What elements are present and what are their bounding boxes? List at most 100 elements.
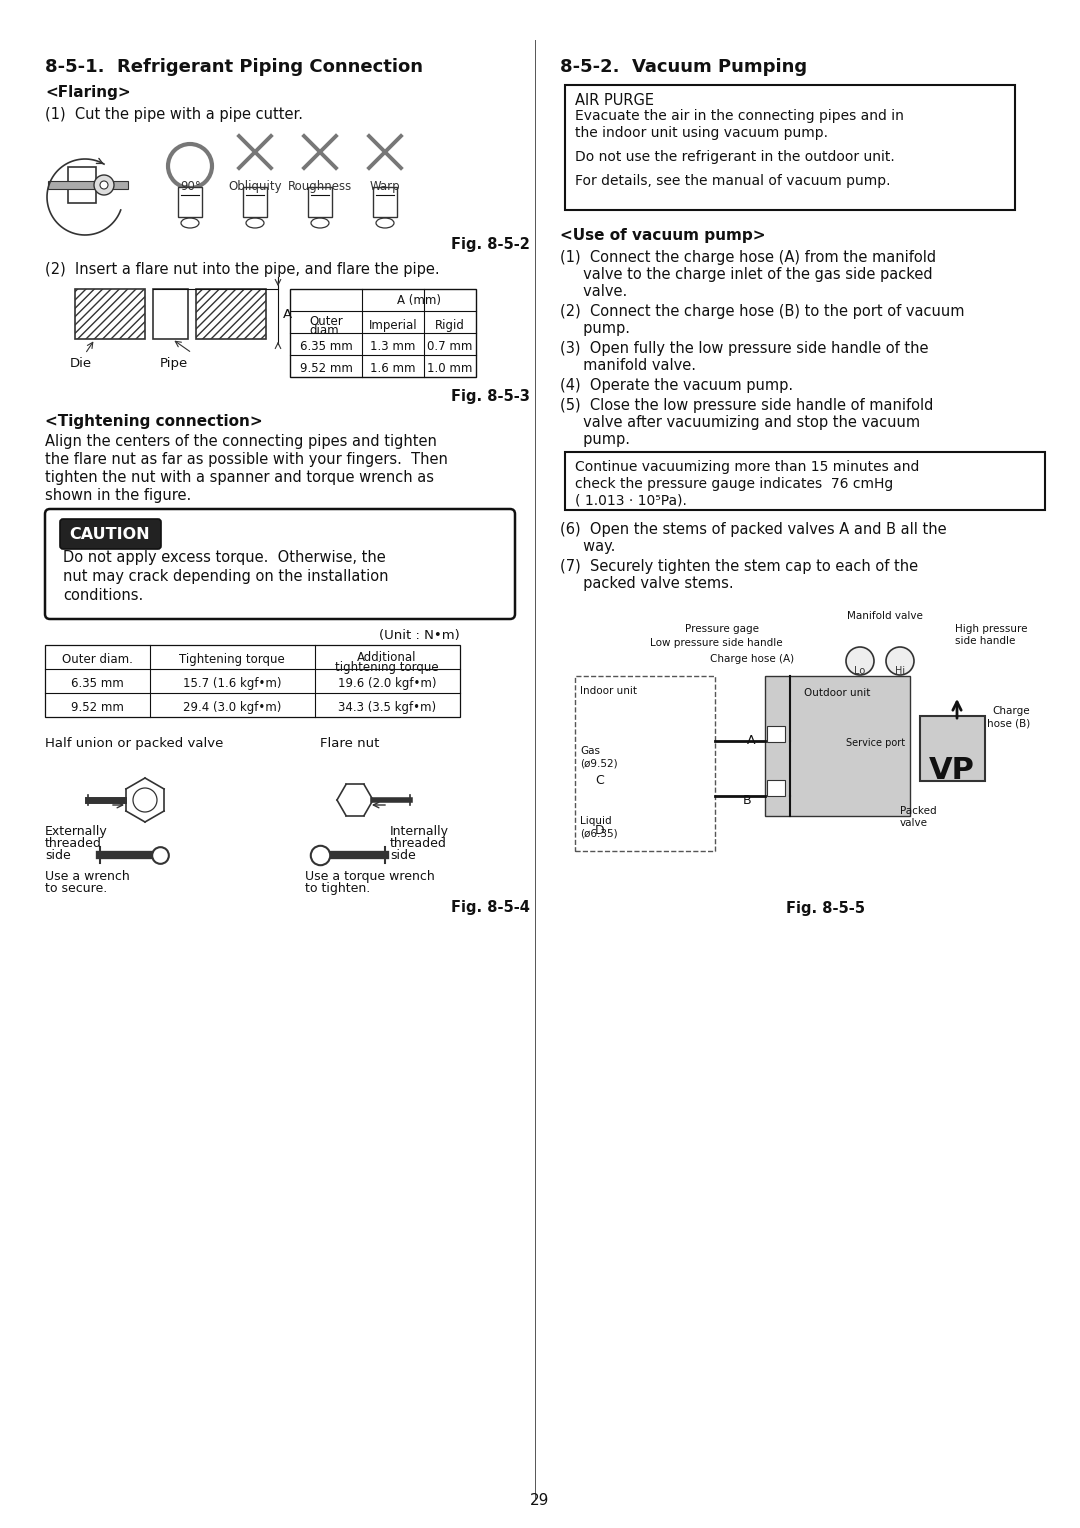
Text: Fig. 8-5-2: Fig. 8-5-2 <box>450 237 529 252</box>
Text: Obliquity: Obliquity <box>228 180 282 193</box>
Bar <box>178 186 202 217</box>
Text: Indoor unit: Indoor unit <box>580 686 637 695</box>
Circle shape <box>100 180 108 189</box>
Text: the flare nut as far as possible with your fingers.  Then: the flare nut as far as possible with yo… <box>45 452 448 468</box>
Text: Rigid: Rigid <box>435 319 464 332</box>
Text: 15.7 (1.6 kgf•m): 15.7 (1.6 kgf•m) <box>183 677 281 691</box>
Text: (ø6.35): (ø6.35) <box>580 828 618 837</box>
Text: C: C <box>595 775 604 787</box>
Text: tighten the nut with a spanner and torque wrench as: tighten the nut with a spanner and torqu… <box>45 471 434 484</box>
Text: conditions.: conditions. <box>63 588 144 604</box>
Text: Evacuate the air in the connecting pipes and in: Evacuate the air in the connecting pipes… <box>575 108 904 122</box>
Text: Half union or packed valve: Half union or packed valve <box>45 736 224 750</box>
Text: 8-5-1.  Refrigerant Piping Connection: 8-5-1. Refrigerant Piping Connection <box>45 58 423 76</box>
Text: tightening torque: tightening torque <box>335 662 438 674</box>
Text: way.: way. <box>561 539 616 555</box>
Text: 6.35 mm: 6.35 mm <box>299 341 352 353</box>
Text: Packed: Packed <box>900 805 936 816</box>
Text: valve to the charge inlet of the gas side packed: valve to the charge inlet of the gas sid… <box>561 267 933 283</box>
Text: 9.52 mm: 9.52 mm <box>299 362 352 374</box>
Text: to tighten.: to tighten. <box>305 882 370 895</box>
Text: D: D <box>595 824 605 837</box>
Text: (1)  Cut the pipe with a pipe cutter.: (1) Cut the pipe with a pipe cutter. <box>45 107 303 122</box>
Bar <box>565 86 1015 209</box>
Text: <Flaring>: <Flaring> <box>45 86 131 99</box>
Text: AIR PURGE: AIR PURGE <box>575 93 654 108</box>
Text: <Tightening connection>: <Tightening connection> <box>45 414 262 429</box>
Text: pump.: pump. <box>561 321 630 336</box>
Text: 1.3 mm: 1.3 mm <box>370 341 416 353</box>
Bar <box>68 167 96 203</box>
Text: side: side <box>390 850 416 862</box>
Text: nut may crack depending on the installation: nut may crack depending on the installat… <box>63 568 389 584</box>
Text: valve: valve <box>900 817 928 828</box>
Bar <box>575 675 715 851</box>
Text: pump.: pump. <box>561 432 630 448</box>
Bar <box>291 289 476 377</box>
Text: 34.3 (3.5 kgf•m): 34.3 (3.5 kgf•m) <box>338 701 436 714</box>
Bar <box>767 726 785 743</box>
Text: threaded: threaded <box>45 837 102 850</box>
Text: (2)  Insert a flare nut into the pipe, and flare the pipe.: (2) Insert a flare nut into the pipe, an… <box>45 261 440 277</box>
FancyBboxPatch shape <box>60 520 161 549</box>
Text: Pressure gage: Pressure gage <box>685 623 759 634</box>
Text: to secure.: to secure. <box>45 882 107 895</box>
Text: Use a torque wrench: Use a torque wrench <box>305 869 435 883</box>
Text: Outdoor unit: Outdoor unit <box>804 688 870 698</box>
Circle shape <box>94 176 114 196</box>
Text: Charge hose (A): Charge hose (A) <box>710 654 794 665</box>
Text: For details, see the manual of vacuum pump.: For details, see the manual of vacuum pu… <box>575 174 891 188</box>
Text: Do not use the refrigerant in the outdoor unit.: Do not use the refrigerant in the outdoo… <box>575 150 894 163</box>
Text: (5)  Close the low pressure side handle of manifold: (5) Close the low pressure side handle o… <box>561 397 933 413</box>
Text: Liquid: Liquid <box>580 816 611 827</box>
Text: High pressure: High pressure <box>955 623 1027 634</box>
Text: 8-5-2.  Vacuum Pumping: 8-5-2. Vacuum Pumping <box>561 58 807 76</box>
Text: Align the centers of the connecting pipes and tighten: Align the centers of the connecting pipe… <box>45 434 437 449</box>
FancyBboxPatch shape <box>45 509 515 619</box>
Text: Externally: Externally <box>45 825 108 837</box>
Text: Hi: Hi <box>895 666 905 675</box>
Text: Service port: Service port <box>846 738 905 749</box>
Text: 1.6 mm: 1.6 mm <box>370 362 416 374</box>
Text: 19.6 (2.0 kgf•m): 19.6 (2.0 kgf•m) <box>338 677 436 691</box>
Text: VP: VP <box>929 756 975 785</box>
Text: Charge: Charge <box>993 706 1030 717</box>
Text: Internally: Internally <box>390 825 449 837</box>
Text: Gas: Gas <box>580 746 600 756</box>
Bar <box>767 779 785 796</box>
Text: ( 1.013 · 10⁵Pa).: ( 1.013 · 10⁵Pa). <box>575 494 687 507</box>
Text: manifold valve.: manifold valve. <box>561 358 696 373</box>
Text: (1)  Connect the charge hose (A) from the manifold: (1) Connect the charge hose (A) from the… <box>561 251 936 264</box>
Text: the indoor unit using vacuum pump.: the indoor unit using vacuum pump. <box>575 125 828 141</box>
Text: 29.4 (3.0 kgf•m): 29.4 (3.0 kgf•m) <box>183 701 281 714</box>
Text: Outer diam.: Outer diam. <box>62 652 133 666</box>
Text: Do not apply excess torque.  Otherwise, the: Do not apply excess torque. Otherwise, t… <box>63 550 386 565</box>
Text: CAUTION: CAUTION <box>70 527 150 542</box>
Bar <box>308 186 332 217</box>
Text: shown in the figure.: shown in the figure. <box>45 487 191 503</box>
Text: Fig. 8-5-4: Fig. 8-5-4 <box>450 900 529 915</box>
Text: Continue vacuumizing more than 15 minutes and: Continue vacuumizing more than 15 minute… <box>575 460 919 474</box>
Bar <box>45 645 460 717</box>
Text: valve after vacuumizing and stop the vacuum: valve after vacuumizing and stop the vac… <box>561 416 920 429</box>
Text: (3)  Open fully the low pressure side handle of the: (3) Open fully the low pressure side han… <box>561 341 929 356</box>
Text: Pipe: Pipe <box>160 358 188 370</box>
Text: (Unit : N•m): (Unit : N•m) <box>379 630 460 642</box>
Text: 9.52 mm: 9.52 mm <box>70 701 123 714</box>
Bar <box>765 675 910 816</box>
Text: 90°: 90° <box>180 180 201 193</box>
Bar <box>373 186 397 217</box>
Text: Outer: Outer <box>309 315 342 329</box>
Bar <box>153 289 188 339</box>
Bar <box>565 452 1045 510</box>
Text: (2)  Connect the charge hose (B) to the port of vacuum: (2) Connect the charge hose (B) to the p… <box>561 304 964 319</box>
Text: Warp: Warp <box>369 180 401 193</box>
Text: 1.0 mm: 1.0 mm <box>428 362 473 374</box>
Bar <box>920 717 985 781</box>
Text: (4)  Operate the vacuum pump.: (4) Operate the vacuum pump. <box>561 377 793 393</box>
Text: packed valve stems.: packed valve stems. <box>561 576 733 591</box>
Text: valve.: valve. <box>561 284 627 299</box>
Text: A (mm): A (mm) <box>397 293 441 307</box>
Text: Imperial: Imperial <box>368 319 417 332</box>
Text: A: A <box>747 733 756 747</box>
